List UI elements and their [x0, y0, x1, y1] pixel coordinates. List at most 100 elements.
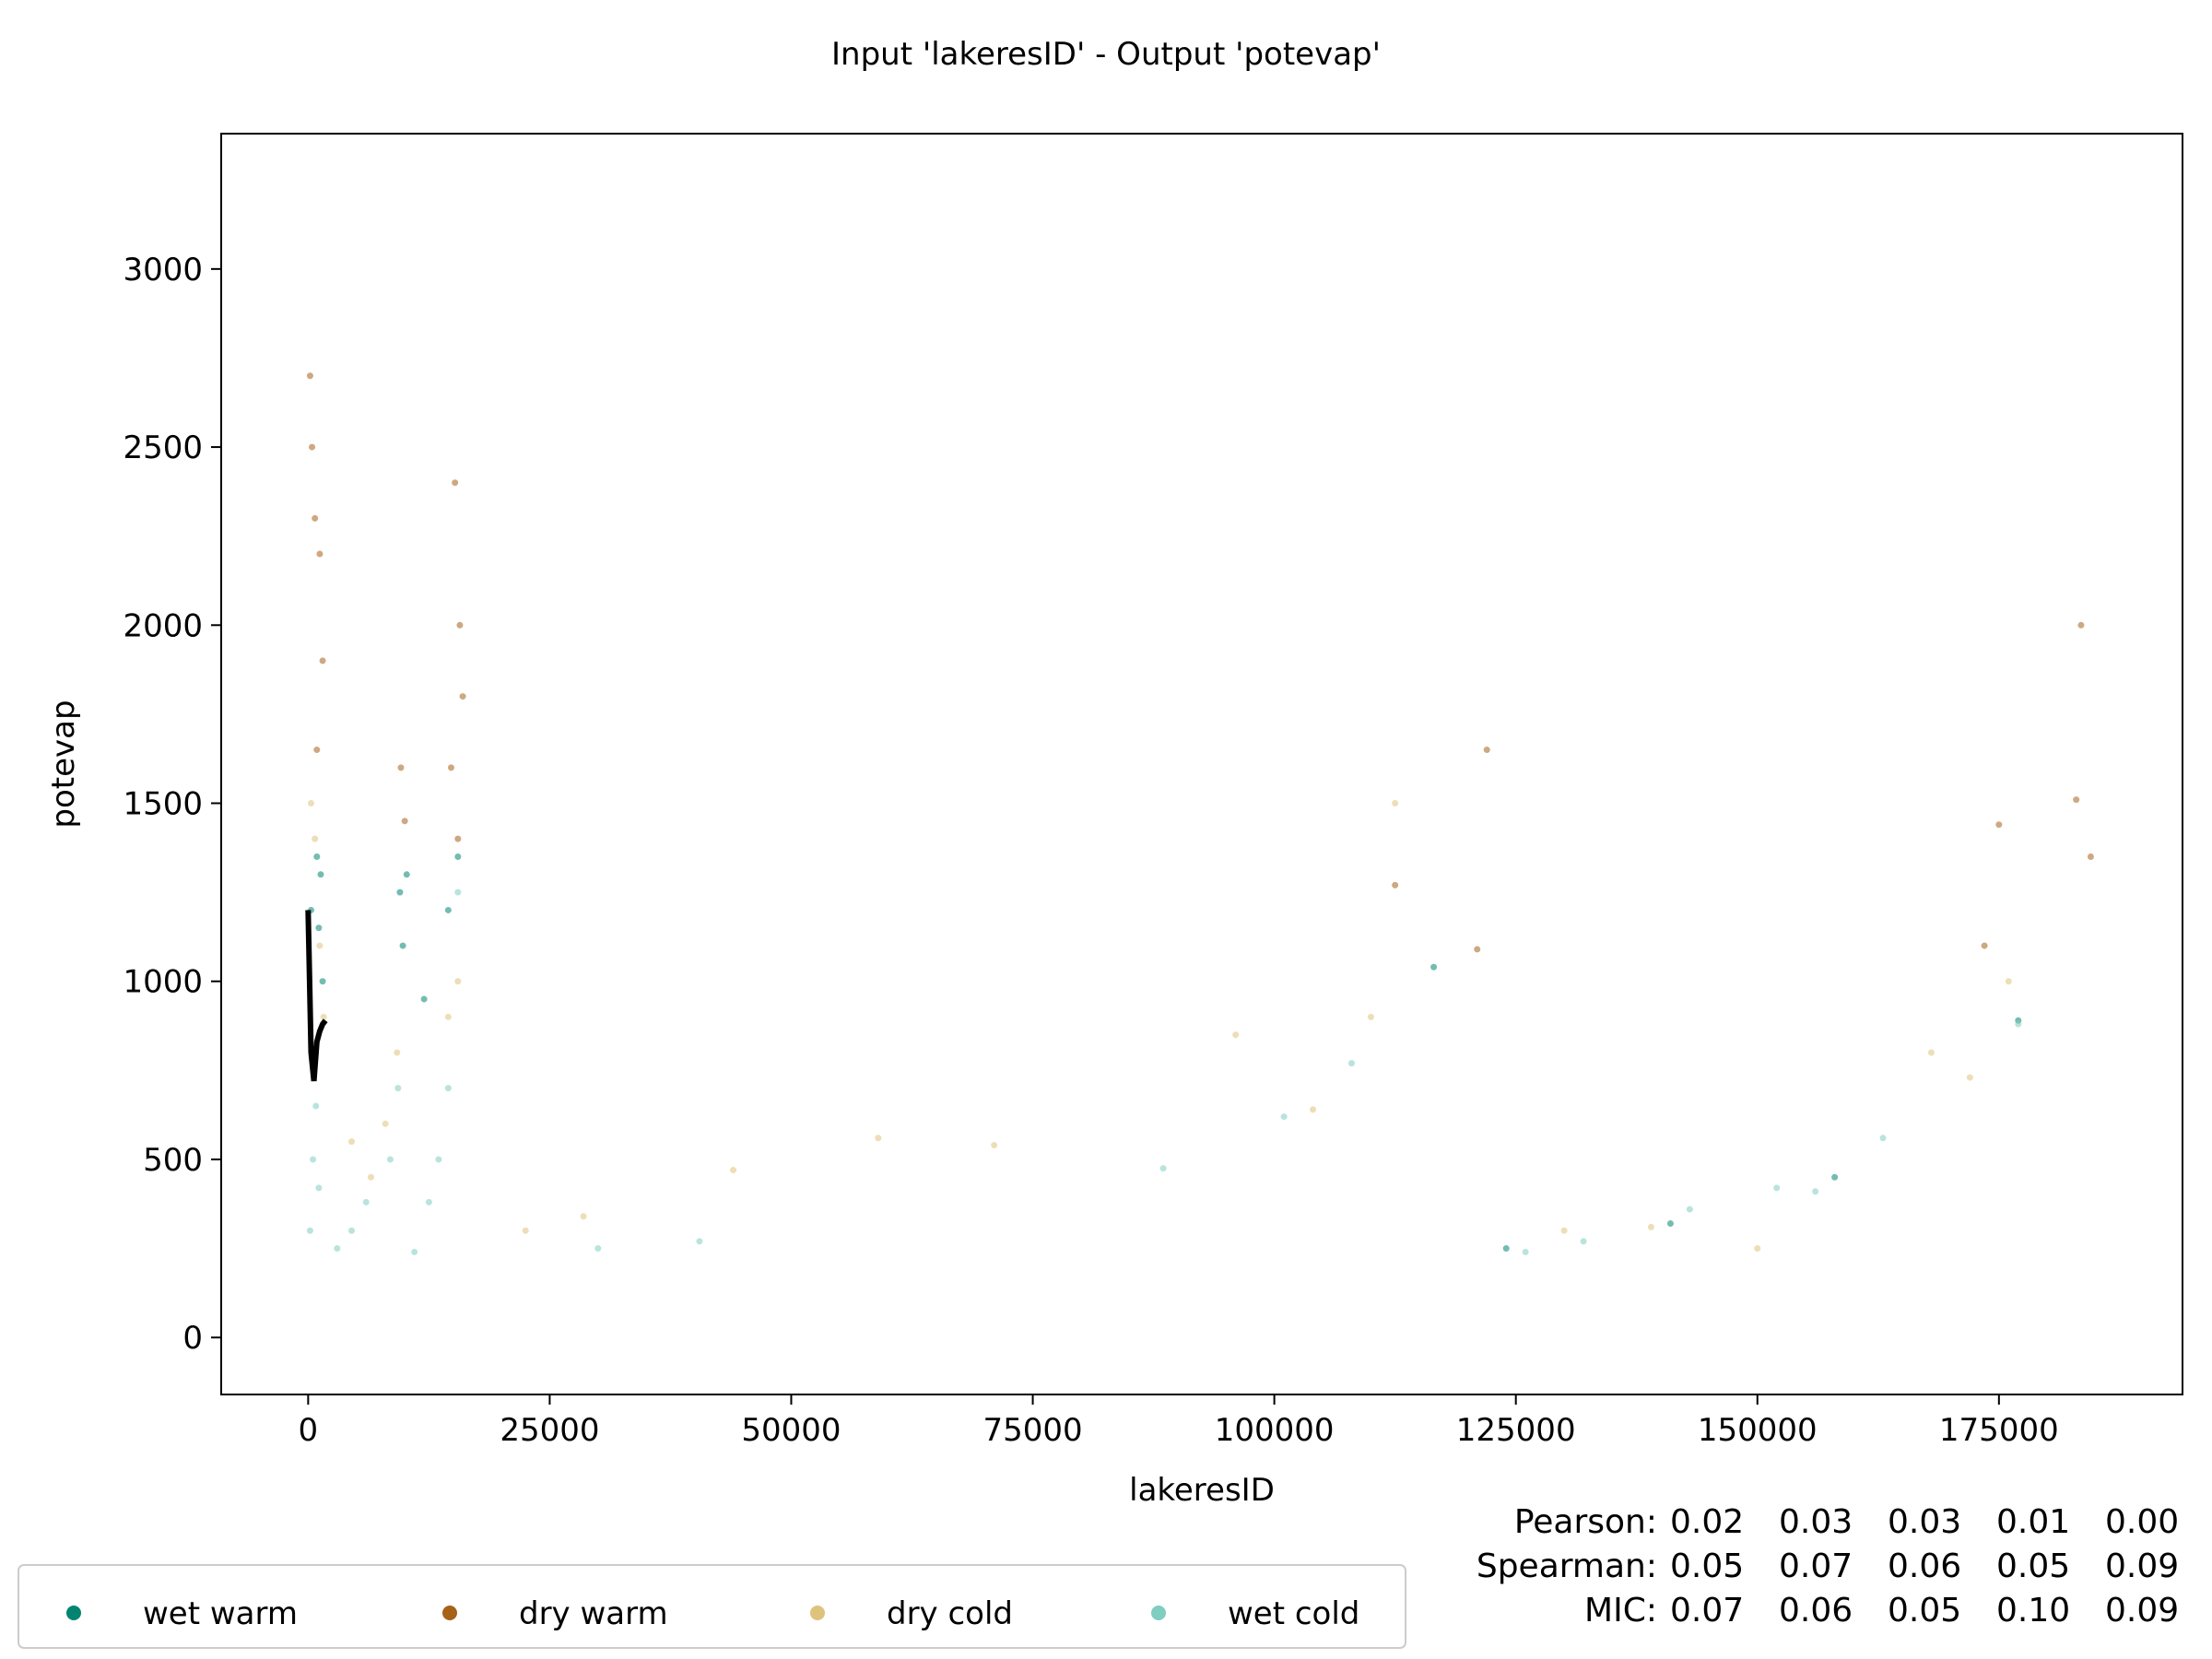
point-wet-warm: [1502, 1245, 1510, 1253]
stat-overall-mic: 0.07: [1670, 1592, 1744, 1630]
point-dry-cold: [444, 1013, 452, 1020]
stat-overall-spearman: 0.05: [1670, 1547, 1744, 1585]
stat-dry-cold-pearson: 0.01: [1996, 1503, 2070, 1541]
point-dry-cold: [307, 800, 314, 807]
legend: wet warm dry warm dry cold wet cold: [18, 1564, 1406, 1649]
point-wet-cold: [362, 1198, 370, 1206]
point-dry-cold: [320, 1013, 327, 1020]
point-dry-warm: [319, 657, 326, 665]
point-dry-cold: [1754, 1245, 1761, 1253]
y-axis-ticks: 0 500 1000 1500 2000 2500 3000: [123, 252, 221, 1357]
point-dry-warm: [447, 764, 454, 771]
x-tick-label: 150000: [1698, 1412, 1818, 1449]
point-dry-warm: [316, 550, 324, 558]
stat-dry-warm-mic: 0.05: [1888, 1592, 1961, 1630]
stat-label-mic: MIC:: [1584, 1592, 1657, 1630]
point-dry-cold: [312, 835, 319, 842]
point-wet-warm: [396, 888, 404, 896]
point-dry-warm: [452, 479, 459, 487]
stats-table: Pearson: 0.02 0.03 0.03 0.01 0.00 Spearm…: [1477, 1503, 2179, 1630]
legend-box: [18, 1564, 1406, 1649]
point-dry-warm: [401, 818, 408, 825]
point-wet-cold: [312, 1102, 320, 1110]
point-dry-warm: [1995, 821, 2003, 829]
stat-wet-cold-pearson: 0.00: [2105, 1503, 2179, 1541]
point-dry-cold: [1232, 1031, 1240, 1039]
stat-wet-cold-spearman: 0.09: [2105, 1547, 2179, 1585]
point-wet-cold: [1879, 1135, 1887, 1142]
point-dry-warm: [459, 693, 466, 700]
point-dry-cold: [382, 1120, 389, 1127]
point-wet-cold: [334, 1245, 341, 1253]
point-wet-warm: [319, 978, 326, 985]
stat-wet-warm-spearman: 0.07: [1779, 1547, 1853, 1585]
point-wet-warm: [315, 924, 323, 932]
x-tick-label: 100000: [1215, 1412, 1335, 1449]
point-wet-cold: [2015, 1020, 2022, 1028]
chart-title: Input 'lakeresID' - Output 'potevap': [831, 36, 1381, 73]
point-wet-cold: [1347, 1060, 1355, 1067]
point-wet-warm: [317, 871, 324, 878]
stat-dry-warm-spearman: 0.06: [1888, 1547, 1961, 1585]
point-wet-cold: [444, 1085, 452, 1092]
point-dry-cold: [1647, 1223, 1654, 1230]
legend-label-wet-cold: wet cold: [1228, 1595, 1359, 1632]
point-wet-cold: [1159, 1165, 1167, 1172]
x-tick-label: 50000: [741, 1412, 841, 1449]
y-tick-label: 2000: [123, 607, 203, 644]
y-tick-label: 500: [143, 1142, 203, 1179]
stat-dry-warm-pearson: 0.03: [1888, 1503, 1961, 1541]
legend-marker-wet-cold: [1151, 1606, 1166, 1620]
plot-area: [221, 134, 2183, 1394]
y-tick-label: 1000: [123, 964, 203, 1001]
point-dry-warm: [454, 835, 462, 842]
point-dry-cold: [348, 1138, 356, 1146]
x-tick-label: 125000: [1456, 1412, 1576, 1449]
point-dry-warm: [306, 372, 313, 380]
legend-label-dry-warm: dry warm: [519, 1595, 668, 1632]
point-dry-warm: [1483, 747, 1490, 754]
point-wet-cold: [1280, 1113, 1288, 1121]
stat-label-spearman: Spearman:: [1477, 1547, 1657, 1585]
plot-frame: [220, 133, 2183, 1395]
legend-marker-dry-warm: [442, 1606, 457, 1620]
x-tick-label: 25000: [500, 1412, 599, 1449]
point-wet-warm: [403, 871, 410, 878]
point-wet-cold: [454, 888, 462, 896]
x-tick-label: 75000: [982, 1412, 1082, 1449]
point-dry-cold: [991, 1141, 998, 1148]
point-dry-warm: [2073, 796, 2080, 804]
y-axis-label: potevap: [45, 700, 82, 828]
point-dry-cold: [1310, 1106, 1317, 1113]
point-dry-warm: [2077, 621, 2085, 629]
x-tick-label: 0: [299, 1412, 319, 1449]
point-dry-cold: [1966, 1074, 1973, 1081]
point-dry-cold: [1927, 1049, 1935, 1056]
stat-wet-cold-mic: 0.09: [2105, 1592, 2179, 1630]
point-wet-warm: [1831, 1173, 1839, 1181]
legend-marker-dry-cold: [810, 1606, 825, 1620]
point-dry-cold: [2005, 978, 2012, 985]
point-wet-cold: [306, 1227, 313, 1234]
point-wet-warm: [420, 995, 428, 1003]
point-dry-warm: [313, 747, 321, 754]
y-tick-label: 3000: [123, 252, 203, 288]
point-wet-warm: [454, 853, 462, 860]
legend-label-dry-cold: dry cold: [887, 1595, 1013, 1632]
legend-label-wet-warm: wet warm: [143, 1595, 298, 1632]
point-wet-warm: [1430, 963, 1438, 971]
y-tick-label: 0: [182, 1320, 203, 1357]
point-wet-warm: [313, 853, 321, 860]
point-dry-warm: [1392, 881, 1399, 888]
x-axis-label: lakeresID: [1129, 1472, 1275, 1509]
point-dry-warm: [397, 764, 405, 771]
point-wet-cold: [1812, 1188, 1819, 1195]
point-dry-cold: [580, 1213, 587, 1220]
stat-dry-cold-mic: 0.10: [1996, 1592, 2070, 1630]
point-dry-warm: [309, 443, 316, 451]
y-tick-label: 2500: [123, 429, 203, 466]
point-wet-cold: [435, 1156, 442, 1163]
stat-dry-cold-spearman: 0.05: [1996, 1547, 2070, 1585]
point-dry-cold: [316, 942, 324, 949]
